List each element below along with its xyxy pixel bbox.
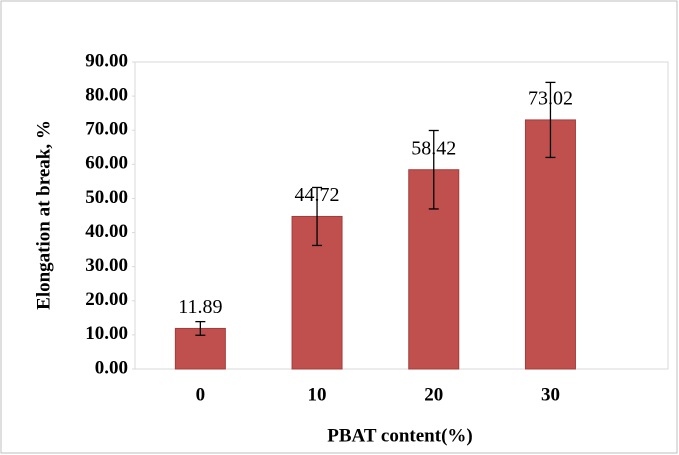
y-tick-label: 80.00 — [85, 84, 128, 105]
y-tick-label: 60.00 — [85, 153, 128, 174]
y-tick-label: 30.00 — [85, 255, 128, 276]
error-bar — [428, 129, 439, 210]
y-tick-label: 0.00 — [95, 357, 128, 378]
error-bar — [312, 186, 323, 247]
error-bar — [545, 81, 556, 159]
y-tick-label: 40.00 — [85, 221, 128, 242]
y-axis-title: Elongation at break, % — [33, 120, 54, 310]
y-tick-label: 90.00 — [85, 50, 128, 71]
data-label: 73.02 — [528, 88, 573, 110]
x-tick-label: 10 — [308, 384, 327, 405]
y-tick-label: 10.00 — [85, 323, 128, 344]
error-bar — [195, 320, 206, 336]
x-axis-title: PBAT content(%) — [327, 425, 472, 446]
data-label: 58.42 — [411, 137, 456, 159]
data-label: 44.72 — [295, 184, 340, 206]
x-tick-label: 20 — [424, 384, 443, 405]
bar — [524, 119, 576, 370]
y-tick-label: 20.00 — [85, 289, 128, 310]
x-tick-label: 30 — [541, 384, 560, 405]
data-label: 11.89 — [178, 296, 222, 318]
x-tick-label: 0 — [196, 384, 206, 405]
y-tick-label: 70.00 — [85, 119, 128, 140]
y-tick-label: 50.00 — [85, 187, 128, 208]
